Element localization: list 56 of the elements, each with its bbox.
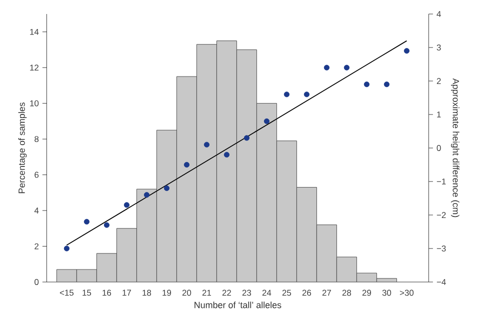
x-tick-label: 27 (322, 290, 331, 296)
point (344, 64, 350, 70)
y-axis-title: Percentage of samples (18, 102, 27, 194)
y-tick-label: 4 (34, 208, 39, 214)
y-tick-label: 2 (34, 243, 38, 250)
y2-tick-label: −1 (436, 178, 446, 184)
y-tick-label: 8 (34, 136, 39, 142)
x-tick-label: 25 (282, 290, 292, 296)
x-tick-label: 17 (122, 290, 131, 296)
point (364, 82, 370, 88)
point (244, 135, 250, 141)
y2-tick-label: 0 (436, 145, 441, 151)
y2-tick-label: 4 (436, 11, 441, 17)
y2-tick-label: −4 (436, 279, 446, 285)
x-tick-label: >30 (400, 290, 414, 296)
x-axis-title: Number of ‘tall’ alleles (194, 302, 282, 308)
x-tick-label: 19 (162, 290, 172, 296)
x-tick-label: <15 (60, 290, 74, 296)
y2-axis-title: Approximate height difference (cm) (450, 78, 460, 218)
x-tick-label: 24 (262, 290, 272, 296)
point (164, 185, 170, 191)
x-tick-label: 23 (242, 290, 252, 296)
x-tick-label: 22 (222, 290, 231, 296)
point (84, 218, 90, 224)
point (64, 246, 70, 252)
x-tick-label: 15 (82, 290, 92, 296)
x-tick-label: 28 (342, 290, 352, 296)
x-tick-label: 21 (202, 290, 211, 296)
y2-tick-label: −3 (436, 246, 446, 252)
x-tick-label: 20 (182, 290, 192, 296)
point (384, 82, 390, 88)
x-tick-label: 29 (362, 290, 372, 296)
y-tick-label: 12 (30, 64, 38, 71)
x-tick-label: 26 (302, 290, 312, 296)
point (324, 64, 330, 70)
point (144, 192, 150, 198)
x-tick-label: 16 (102, 290, 112, 296)
y2-tick-label: 2 (436, 78, 441, 84)
point (204, 142, 210, 148)
point (184, 162, 190, 168)
point (104, 222, 110, 228)
y-tick-label: 10 (30, 100, 39, 106)
y2-tick-label: 1 (437, 112, 441, 118)
y-tick-label: 0 (34, 279, 39, 285)
y-tick-label: 14 (30, 28, 39, 35)
y-tick-label: 6 (34, 172, 39, 178)
y2-tick-label: −2 (436, 212, 446, 218)
point (304, 92, 310, 98)
point (264, 118, 270, 124)
point (284, 92, 290, 98)
x-tick-label: 30 (382, 290, 392, 296)
point (404, 48, 410, 54)
y2-tick-label: 3 (436, 44, 441, 50)
point (224, 152, 230, 158)
point (124, 202, 130, 208)
x-tick-label: 18 (142, 290, 152, 296)
